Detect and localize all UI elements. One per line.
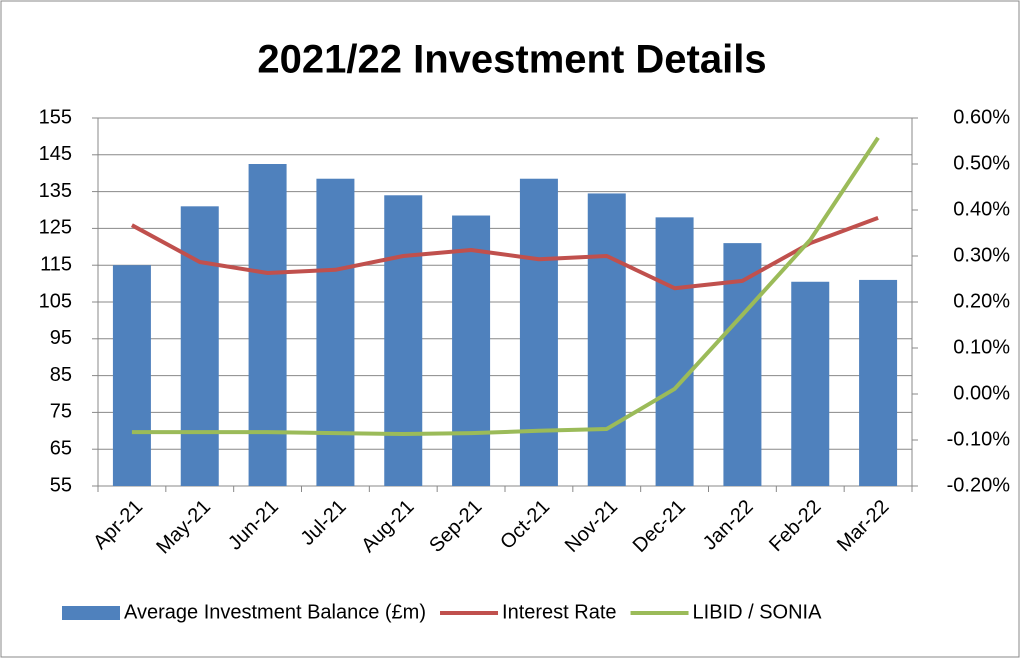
bar [587,193,626,486]
y-tick-label: 115 [40,253,72,275]
y2-tick-label: 0.50% [953,152,1010,174]
bar [519,178,558,486]
y-tick-label: 155 [39,106,72,128]
legend-label: LIBID / SONIA [693,601,823,623]
bar [248,164,287,486]
bar [452,215,491,486]
legend-label: Average Investment Balance (£m) [124,601,426,623]
y2-tick-label: 0.30% [953,244,1010,266]
y-tick-label: 145 [39,143,72,165]
y-tick-label: 65 [50,437,72,459]
y-tick-label: 105 [39,290,72,312]
y-tick-label: 125 [39,217,72,239]
y2-tick-label: 0.60% [953,106,1010,128]
legend-swatch [62,606,120,620]
bar [112,265,151,486]
bar [316,178,355,486]
y2-tick-label: 0.20% [953,290,1010,312]
bar [655,217,694,487]
y2-tick-label: -0.10% [947,428,1011,450]
y-tick-label: 85 [50,364,72,386]
y2-tick-label: 0.00% [953,382,1010,404]
bar [859,279,898,486]
chart-title: 2021/22 Investment Details [257,38,766,82]
bar [791,281,830,486]
y-tick-label: 95 [50,327,72,349]
y-tick-label: 75 [50,401,72,423]
y-tick-label: 55 [50,474,72,496]
line-series [131,136,880,437]
y-tick-label: 135 [39,180,72,202]
y2-tick-label: 0.10% [953,336,1010,358]
y2-tick-label: 0.40% [953,198,1010,220]
line-series [130,215,879,291]
y2-tick-label: -0.20% [947,474,1011,496]
bar [384,195,423,486]
legend-label: Interest Rate [502,601,617,623]
bar [180,206,219,486]
